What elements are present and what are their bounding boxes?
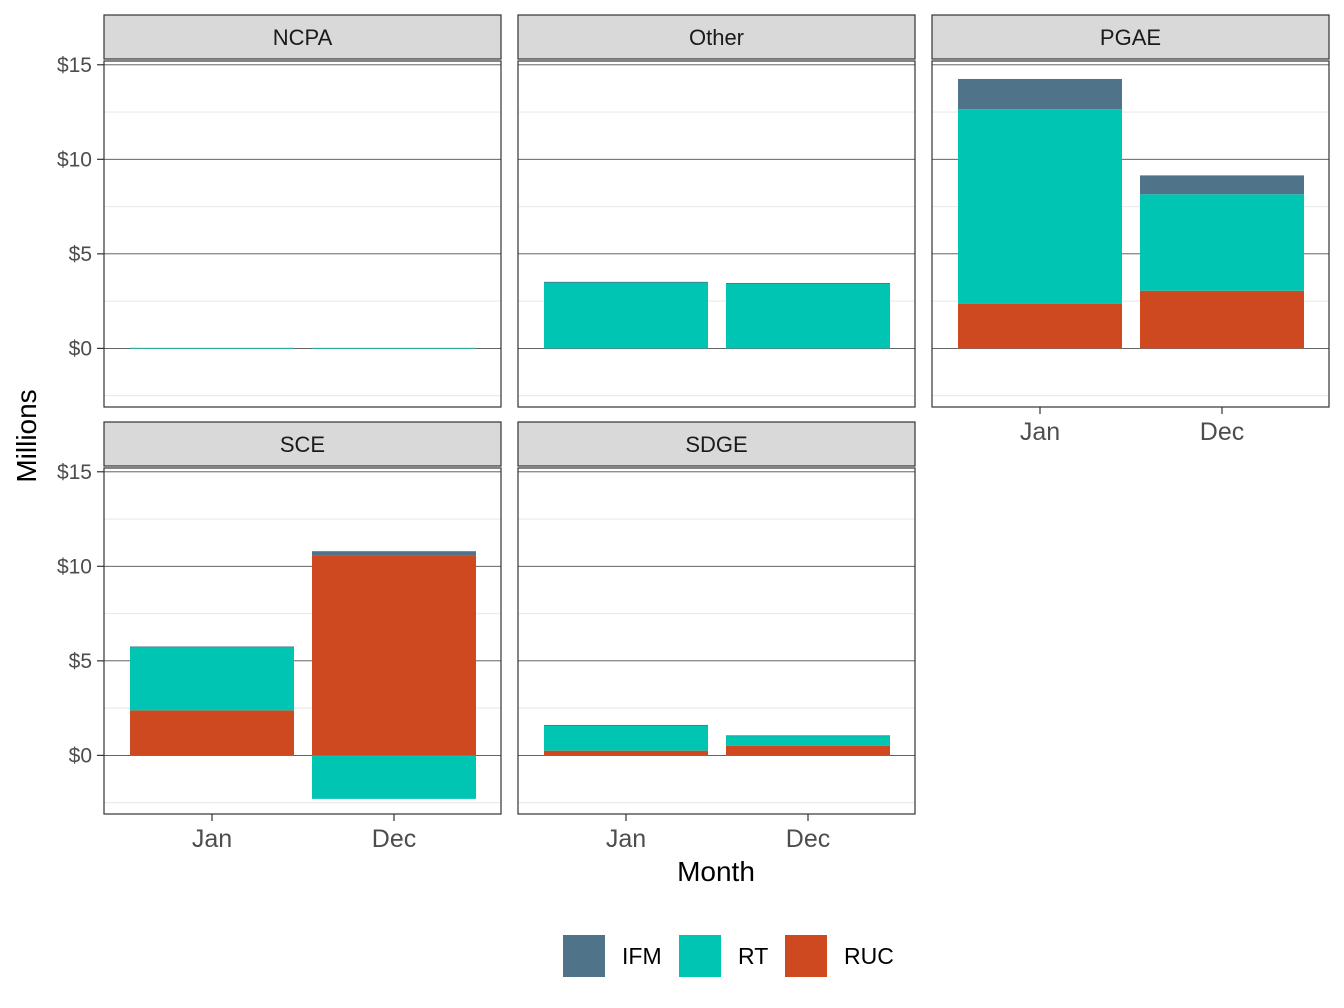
- bar-ruc-jan: [958, 303, 1122, 349]
- legend-swatch: [785, 935, 827, 977]
- y-tick-label: $10: [57, 148, 92, 171]
- legend-swatch: [563, 935, 605, 977]
- bar-ruc-jan: [544, 750, 708, 756]
- y-tick-label: $5: [69, 650, 92, 673]
- bar-ifm-jan: [544, 281, 708, 283]
- bar-ifm-dec: [312, 551, 476, 556]
- legend-item-rt: RT: [679, 935, 768, 977]
- panel-sce: SCE $0 $5 $10 $15 Jan Dec: [57, 421, 502, 853]
- bar-rt-jan: [544, 282, 708, 349]
- facet-strip: [517, 421, 916, 467]
- x-axis-title: Month: [677, 856, 755, 887]
- bar-ruc-dec: [726, 745, 890, 756]
- facet-strip: [931, 14, 1330, 60]
- x-tick-label: Dec: [786, 825, 830, 853]
- panel-border: [517, 467, 916, 815]
- y-tick-label: $0: [69, 744, 92, 767]
- panel-border: [103, 60, 502, 408]
- panel-border: [103, 467, 502, 815]
- facet-strip-label: SCE: [280, 432, 325, 457]
- y-tick-label: $0: [69, 337, 92, 360]
- x-tick-label: Dec: [372, 825, 416, 853]
- legend-item-ifm: IFM: [563, 935, 662, 977]
- facet-strip: [517, 14, 916, 60]
- bar-ruc-dec: [312, 555, 476, 756]
- facet-strip-label: NCPA: [273, 25, 333, 50]
- y-tick-label: $15: [57, 461, 92, 484]
- bar-ifm-dec: [726, 735, 890, 737]
- bar-rt-dec: [312, 755, 476, 799]
- bar-rt-jan: [958, 109, 1122, 304]
- legend: IFM RT RUC: [563, 935, 894, 977]
- bar-ifm-jan: [130, 646, 294, 648]
- facet-strip-label: Other: [689, 25, 744, 50]
- x-tick-label: Dec: [1200, 418, 1244, 446]
- legend-label: IFM: [622, 943, 662, 969]
- bar-ifm-dec: [1140, 175, 1304, 195]
- bar-rt-dec: [726, 735, 890, 746]
- y-tick-label: $5: [69, 243, 92, 266]
- legend-item-ruc: RUC: [785, 935, 894, 977]
- legend-label: RT: [738, 943, 768, 969]
- x-tick-label: Jan: [192, 825, 232, 853]
- legend-swatch: [679, 935, 721, 977]
- bar-ifm-dec: [726, 282, 890, 284]
- legend-label: RUC: [844, 943, 894, 969]
- x-tick-label: Jan: [606, 825, 646, 853]
- panel-border: [517, 60, 916, 408]
- panel-background: [518, 468, 915, 814]
- panel-background: [104, 61, 501, 407]
- bar-rt-jan: [130, 647, 294, 711]
- x-tick-label: Jan: [1020, 418, 1060, 446]
- bar-rt-jan: [544, 725, 708, 751]
- panel-pgae: PGAE Jan Dec: [931, 14, 1330, 446]
- bar-ifm-jan: [544, 724, 708, 726]
- bar-rt-jan: [130, 347, 294, 349]
- bar-rt-dec: [1140, 194, 1304, 291]
- y-tick-label: $15: [57, 54, 92, 77]
- facet-strip-label: SDGE: [685, 432, 747, 457]
- facet-strip: [103, 14, 502, 60]
- facet-strip-label: PGAE: [1100, 25, 1161, 50]
- facet-strip: [103, 421, 502, 467]
- bar-ifm-jan: [958, 78, 1122, 110]
- panel-sdge: SDGE Jan Dec: [517, 421, 916, 853]
- y-tick-label: $10: [57, 555, 92, 578]
- bar-ruc-jan: [130, 710, 294, 756]
- panel-border: [931, 60, 1330, 408]
- panel-background: [518, 61, 915, 407]
- bar-rt-dec: [726, 283, 890, 349]
- bar-rt-dec: [312, 347, 476, 349]
- bar-ruc-dec: [1140, 290, 1304, 349]
- y-axis-title: Millions: [11, 389, 42, 482]
- panel-other: Other: [517, 14, 916, 408]
- facet-panels: NCPA $0 $5 $10 $15 Other PGAE Jan Dec SCE $0 $5 $10 $…: [57, 14, 1330, 853]
- panel-ncpa: NCPA $0 $5 $10 $15: [57, 14, 502, 408]
